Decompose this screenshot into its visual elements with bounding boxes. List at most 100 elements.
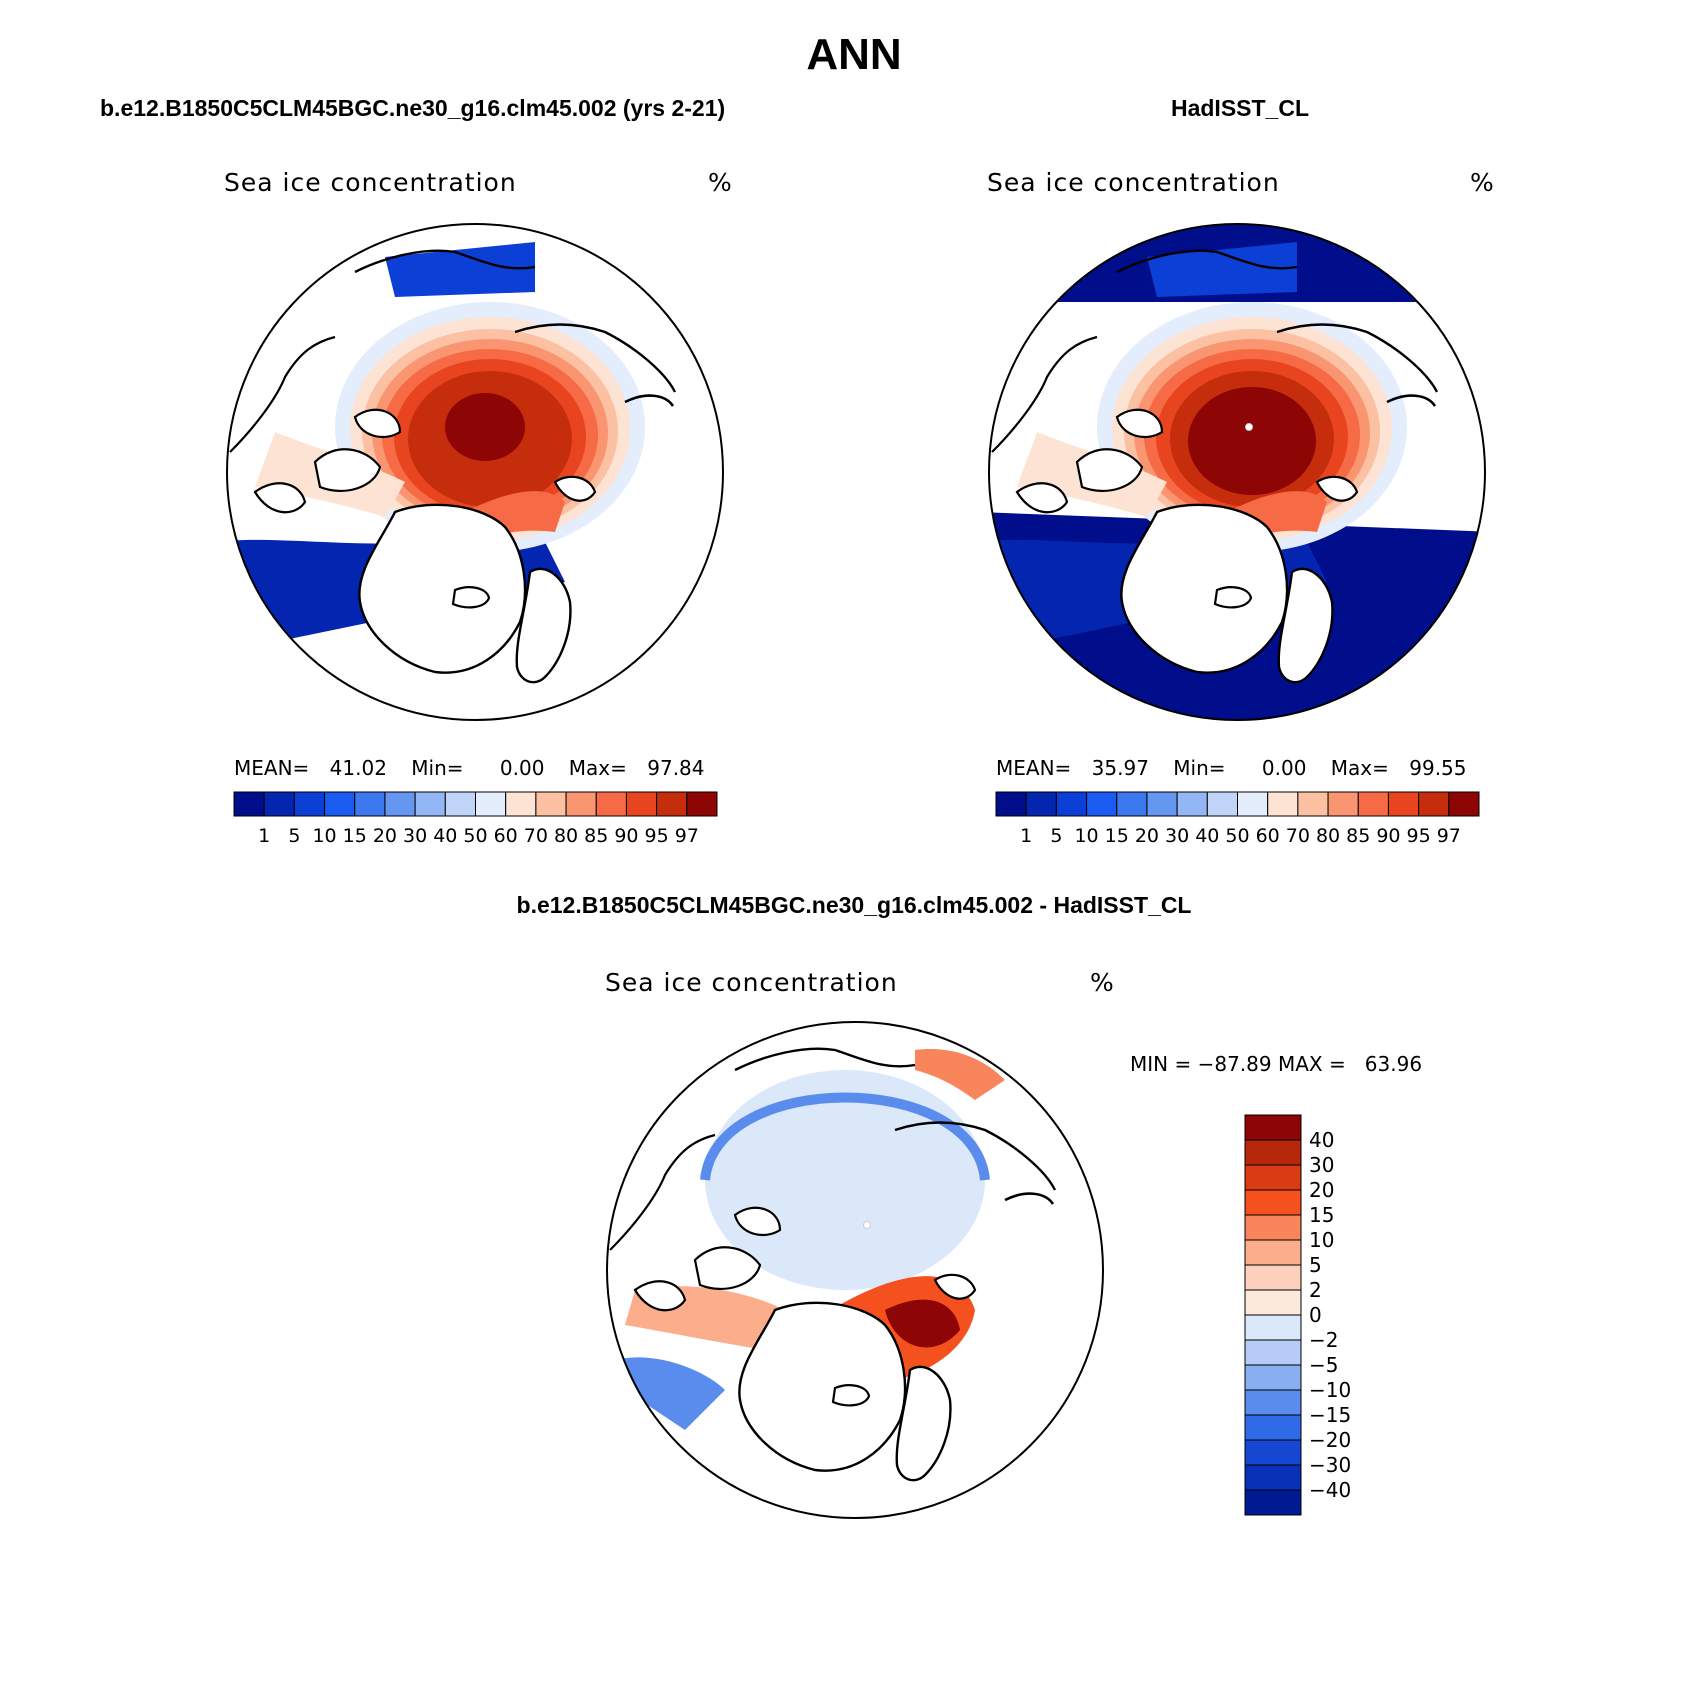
max-label: Max= — [568, 756, 627, 780]
colorbar-tick-label: 40 — [1195, 825, 1219, 847]
north-pole-dot — [1245, 423, 1253, 431]
colorbar-tick-label: 50 — [463, 825, 487, 847]
labrador-diff — [610, 1357, 725, 1430]
colorbar-box — [1244, 1289, 1302, 1316]
colorbar-box — [1244, 1189, 1302, 1216]
colorbar-tick-label: 60 — [494, 825, 518, 847]
mean-value: 35.97 — [1091, 756, 1149, 780]
colorbar-tick-label: 95 — [1407, 825, 1431, 847]
min-label: Min= — [1173, 756, 1226, 780]
colorbar-tick-label: 10 — [1074, 825, 1098, 847]
colorbar-tick-label: 1 — [1020, 825, 1032, 847]
colorbar-tick-label: 80 — [1316, 825, 1340, 847]
colorbar-tick-label: 30 — [403, 825, 427, 847]
colorbar-tick-label: 20 — [1135, 825, 1159, 847]
north-pole-dot — [863, 1221, 871, 1229]
colorbar-box — [625, 791, 658, 817]
colorbar-tick-label: 30 — [1165, 825, 1189, 847]
colorbar-box — [384, 791, 416, 817]
colorbar-box — [686, 791, 718, 817]
colorbar-box — [1357, 791, 1389, 817]
colorbar-box — [1244, 1264, 1302, 1291]
colorbar-tick-label: 40 — [433, 825, 457, 847]
colorbar-tick-label: 70 — [524, 825, 548, 847]
colorbar-box — [1244, 1114, 1302, 1141]
min-label: Min= — [411, 756, 464, 780]
colorbar-tick-label: −10 — [1309, 1378, 1351, 1402]
colorbar-box — [1055, 791, 1088, 817]
colorbar-tick-label: 70 — [1286, 825, 1310, 847]
mean-label: MEAN= — [996, 756, 1072, 780]
colorbar-box — [1244, 1164, 1302, 1191]
min-value: 0.00 — [499, 756, 545, 780]
colorbar-box — [1025, 791, 1057, 817]
colorbar-box — [475, 791, 507, 817]
mean-label: MEAN= — [234, 756, 310, 780]
colorbar-box — [354, 791, 386, 817]
colorbar-tick-label: 20 — [373, 825, 397, 847]
colorbar-box — [1244, 1414, 1302, 1441]
colorbar-tick-label: −15 — [1309, 1403, 1351, 1427]
colorbar-tick-label: 5 — [1309, 1253, 1322, 1277]
colorbar-box — [1244, 1489, 1302, 1516]
panel-diff-map — [606, 1021, 1104, 1519]
colorbar-box — [1297, 791, 1329, 817]
mean-value: 41.02 — [329, 756, 387, 780]
colorbar-model: 1 5 10 15 20 30 40 50 60 70 80 85 90 95 97 — [233, 791, 718, 847]
ice-core — [445, 393, 525, 461]
colorbar-tick-label: −2 — [1309, 1328, 1338, 1352]
colorbar-box — [505, 791, 537, 817]
min-value: 0.00 — [1261, 756, 1307, 780]
colorbar-box — [1244, 1389, 1302, 1416]
colorbar-tick-label: 50 — [1225, 825, 1249, 847]
colorbar-tick-label: 15 — [1309, 1203, 1334, 1227]
panel-obs-map — [988, 223, 1486, 721]
colorbar-box — [1244, 1439, 1302, 1466]
max-value: 99.55 — [1409, 756, 1467, 780]
colorbar-box — [1244, 1139, 1302, 1166]
colorbar-box — [1244, 1214, 1302, 1241]
panel-obs-field-label: Sea ice concentration — [987, 168, 1280, 197]
colorbar-box — [293, 791, 326, 817]
panel-obs-heading: HadISST_CL — [1170, 95, 1310, 121]
colorbar-tick-label: 15 — [1105, 825, 1129, 847]
colorbar-tick-label: 95 — [645, 825, 669, 847]
colorbar-tick-label: 85 — [1346, 825, 1370, 847]
colorbar-tick-label: 97 — [1437, 825, 1461, 847]
colorbar-box — [1418, 791, 1450, 817]
colorbar-tick-label: 0 — [1309, 1303, 1322, 1327]
panel-model-heading: b.e12.B1850C5CLM45BGC.ne30_g16.clm45.002… — [100, 95, 726, 121]
colorbar-box — [1244, 1364, 1302, 1391]
colorbar-tick-label: 5 — [288, 825, 300, 847]
colorbar-box — [1327, 791, 1359, 817]
colorbar-box — [1086, 791, 1118, 817]
colorbar-box — [1448, 791, 1480, 817]
colorbar-box — [656, 791, 688, 817]
panel-obs-units: % — [1470, 168, 1494, 197]
ice-edge-diff — [700, 1092, 990, 1181]
colorbar-box — [233, 791, 265, 817]
max-value: 97.84 — [647, 756, 705, 780]
panel-diff-field-label: Sea ice concentration — [605, 968, 898, 997]
max-positive-diff — [885, 1299, 960, 1348]
colorbar-tick-label: 80 — [554, 825, 578, 847]
colorbar-box — [535, 791, 567, 817]
bering-ice — [385, 242, 535, 297]
panel-model-stats: MEAN= 41.02 Min= 0.00 Max= 97.84 — [234, 756, 705, 780]
bering-ice — [1147, 242, 1297, 297]
panel-model-units: % — [708, 168, 732, 197]
colorbar-tick-label: −30 — [1309, 1453, 1351, 1477]
panel-model-field-label: Sea ice concentration — [224, 168, 517, 197]
panel-diff-map-border — [606, 1021, 1104, 1519]
colorbar-box — [1237, 791, 1269, 817]
colorbar-box — [565, 791, 597, 817]
colorbar-tick-label: −20 — [1309, 1428, 1351, 1452]
panel-diff-stats: MIN = −87.89 MAX = 63.96 — [1130, 1052, 1423, 1076]
main-title: ANN — [806, 30, 902, 79]
colorbar-box — [1244, 1314, 1302, 1341]
colorbar-box — [1176, 791, 1208, 817]
colorbar-box — [1146, 791, 1178, 817]
colorbar-tick-label: 90 — [614, 825, 638, 847]
colorbar-tick-label: 20 — [1309, 1178, 1334, 1202]
colorbar-box — [414, 791, 446, 817]
